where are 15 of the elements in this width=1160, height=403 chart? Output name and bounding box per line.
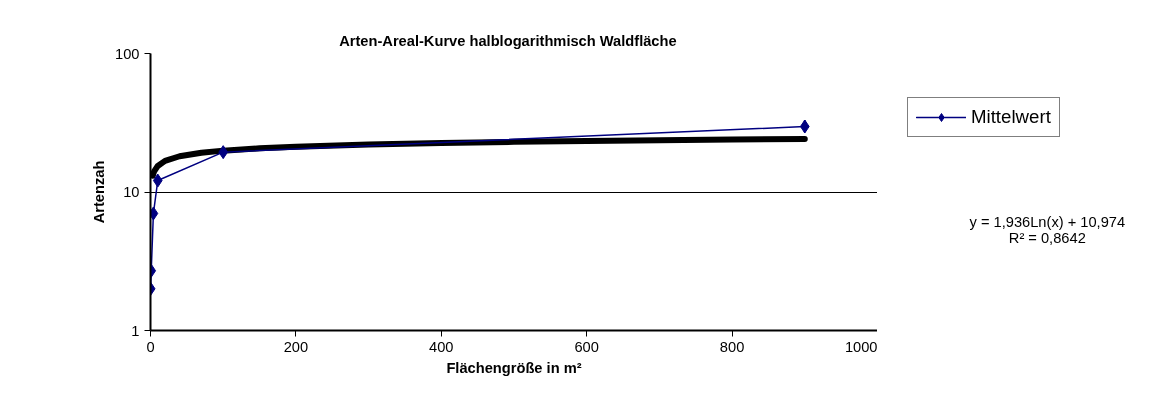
x-tick-label: 600 (574, 338, 599, 355)
y-tick-label: 10 (123, 184, 140, 200)
x-tick-label: 800 (719, 338, 745, 355)
text: R² = 0,8642 (1008, 229, 1086, 246)
x-tick-label: 1000 (844, 338, 878, 355)
y-tick-label: 1 (131, 322, 140, 339)
x-tick-label: 0 (146, 338, 155, 355)
legend-label: Mittelwert (971, 106, 1051, 128)
x-axis-title: Flächengröße in m² (446, 359, 582, 376)
x-tick-label: 400 (429, 338, 454, 355)
y-tick-label: 100 (115, 45, 140, 62)
x-tick-label: 200 (283, 338, 309, 355)
y-axis-title: Artenzah (91, 160, 108, 224)
chart-title: Arten-Areal-Kurve halblogarithmisch Waldfläche (339, 32, 677, 49)
text: y = 1,936Ln(x) + 10,974 (969, 214, 1126, 231)
